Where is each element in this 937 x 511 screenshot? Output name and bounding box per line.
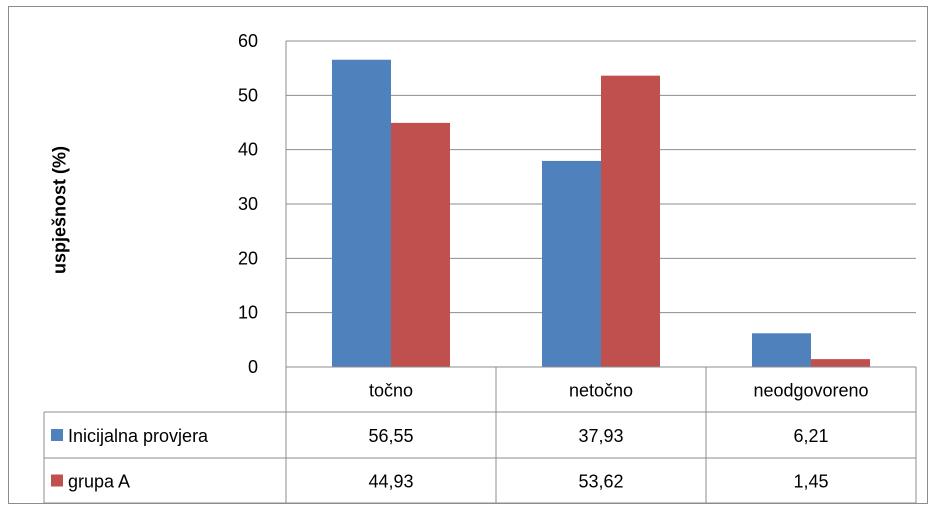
- data-label: 1,45: [793, 472, 828, 492]
- bar: [811, 359, 870, 367]
- bar: [332, 59, 391, 368]
- y-tick-label: 10: [238, 303, 258, 323]
- bar: [601, 75, 660, 367]
- data-label: 53,62: [578, 472, 623, 492]
- bar: [391, 122, 450, 367]
- y-tick-label: 50: [238, 85, 258, 105]
- legend-key: [51, 474, 63, 487]
- data-label: 6,21: [793, 426, 828, 446]
- legend-key: [51, 429, 63, 441]
- bar: [542, 160, 601, 367]
- x-tick-label: točno: [369, 381, 413, 401]
- y-tick-label: 20: [238, 248, 258, 268]
- legend-label: Inicijalna provjera: [68, 426, 209, 446]
- data-label: 37,93: [578, 426, 623, 446]
- x-tick-label: neodgovoreno: [753, 381, 868, 401]
- bar: [752, 333, 811, 367]
- y-tick-label: 0: [248, 357, 258, 377]
- data-label: 44,93: [368, 472, 413, 492]
- chart-frame: [8, 6, 928, 504]
- data-label: 56,55: [368, 426, 413, 446]
- legend-label: grupa A: [68, 472, 130, 492]
- y-tick-label: 30: [238, 194, 258, 214]
- y-tick-label: 40: [238, 140, 258, 160]
- x-tick-label: netočno: [569, 381, 633, 401]
- y-tick-label: 60: [238, 31, 258, 51]
